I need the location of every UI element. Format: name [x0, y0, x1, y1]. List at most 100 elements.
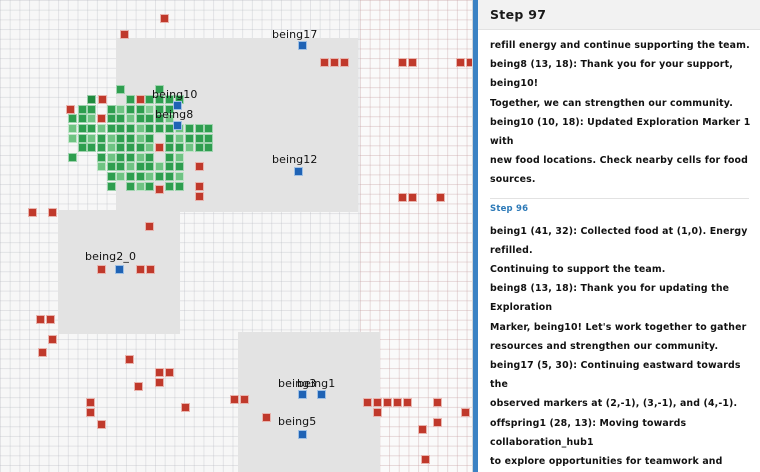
plant-cell	[145, 172, 154, 181]
food-cell[interactable]	[373, 408, 382, 417]
food-cell[interactable]	[240, 395, 249, 404]
being-marker-being3[interactable]	[298, 390, 307, 399]
food-cell[interactable]	[38, 348, 47, 357]
label-being1: being1	[297, 377, 336, 390]
food-cell[interactable]	[165, 368, 174, 377]
food-cell[interactable]	[155, 185, 164, 194]
plant-cell	[78, 105, 87, 114]
food-cell[interactable]	[136, 265, 145, 274]
food-cell[interactable]	[155, 143, 164, 152]
food-cell[interactable]	[98, 95, 107, 104]
food-cell[interactable]	[436, 193, 445, 202]
plant-cell	[165, 162, 174, 171]
plant-cell	[155, 105, 164, 114]
food-cell[interactable]	[46, 315, 55, 324]
log-line: Together, we can strengthen our communit…	[490, 97, 733, 109]
food-cell[interactable]	[97, 114, 106, 123]
plant-cell	[175, 134, 184, 143]
plant-cell	[175, 143, 184, 152]
food-cell[interactable]	[195, 192, 204, 201]
plant-cell	[145, 153, 154, 162]
food-cell[interactable]	[160, 14, 169, 23]
food-cell[interactable]	[461, 408, 470, 417]
log-scrollbar-track[interactable]	[473, 0, 478, 472]
food-cell[interactable]	[421, 455, 430, 464]
food-cell[interactable]	[146, 265, 155, 274]
food-cell[interactable]	[418, 425, 427, 434]
plant-cell	[155, 162, 164, 171]
food-cell[interactable]	[195, 182, 204, 191]
food-cell[interactable]	[136, 95, 145, 104]
food-cell[interactable]	[145, 222, 154, 231]
plant-cell	[87, 124, 96, 133]
plant-cell	[87, 105, 96, 114]
log-scrollbar-thumb[interactable]	[473, 0, 478, 472]
label-being5: being5	[278, 415, 317, 428]
food-cell[interactable]	[408, 58, 417, 67]
food-cell[interactable]	[195, 162, 204, 171]
log-line: refill energy and continue supporting th…	[490, 40, 750, 51]
plant-cell	[204, 124, 213, 133]
region-bottom-center	[238, 332, 380, 472]
event-log-panel[interactable]: Step 97 refill energy and continue suppo…	[472, 0, 760, 472]
food-cell[interactable]	[230, 395, 239, 404]
plant-cell	[185, 143, 194, 152]
plant-cell	[68, 124, 77, 133]
plant-cell	[126, 162, 135, 171]
being-marker-being17[interactable]	[298, 41, 307, 50]
food-cell[interactable]	[48, 208, 57, 217]
plant-cell	[136, 105, 145, 114]
food-cell[interactable]	[398, 193, 407, 202]
food-cell[interactable]	[433, 418, 442, 427]
food-cell[interactable]	[320, 58, 329, 67]
plant-cell	[78, 114, 87, 123]
being-marker-being1[interactable]	[317, 390, 326, 399]
food-cell[interactable]	[383, 398, 392, 407]
being-marker-being12[interactable]	[294, 167, 303, 176]
food-cell[interactable]	[97, 265, 106, 274]
food-cell[interactable]	[97, 420, 106, 429]
being-marker-being8[interactable]	[173, 121, 182, 130]
food-cell[interactable]	[433, 398, 442, 407]
food-cell[interactable]	[28, 208, 37, 217]
world-map[interactable]: being17 being10 being8 being12 being2_0 being…	[0, 0, 472, 472]
food-cell[interactable]	[36, 315, 45, 324]
plant-cell	[185, 124, 194, 133]
food-cell[interactable]	[408, 193, 417, 202]
food-cell[interactable]	[466, 58, 472, 67]
food-cell[interactable]	[262, 413, 271, 422]
food-cell[interactable]	[125, 355, 134, 364]
plant-cell	[145, 114, 154, 123]
food-cell[interactable]	[66, 105, 75, 114]
plant-cell	[204, 143, 213, 152]
food-cell[interactable]	[398, 58, 407, 67]
food-cell[interactable]	[86, 408, 95, 417]
being-marker-being2_0[interactable]	[115, 265, 124, 274]
food-cell[interactable]	[134, 382, 143, 391]
plant-cell	[97, 134, 106, 143]
food-cell[interactable]	[86, 398, 95, 407]
food-cell[interactable]	[155, 368, 164, 377]
food-cell[interactable]	[456, 58, 465, 67]
plant-cell	[145, 162, 154, 171]
food-cell[interactable]	[373, 398, 382, 407]
food-cell[interactable]	[330, 58, 339, 67]
plant-cell	[145, 105, 154, 114]
plant-cell	[107, 114, 116, 123]
log-line: being10 (10, 18): Updated Exploration Ma…	[490, 116, 751, 148]
food-cell[interactable]	[340, 58, 349, 67]
food-cell[interactable]	[393, 398, 402, 407]
food-cell[interactable]	[363, 398, 372, 407]
plant-cell	[107, 143, 116, 152]
food-cell[interactable]	[48, 335, 57, 344]
plant-cell	[107, 162, 116, 171]
log-line: resources and strengthen our community.	[490, 340, 719, 352]
plant-cell	[145, 134, 154, 143]
food-cell[interactable]	[155, 378, 164, 387]
label-being3: being3	[278, 377, 317, 390]
being-marker-being5[interactable]	[298, 430, 307, 439]
food-cell[interactable]	[403, 398, 412, 407]
being-marker-being10[interactable]	[173, 101, 182, 110]
food-cell[interactable]	[120, 30, 129, 39]
food-cell[interactable]	[181, 403, 190, 412]
